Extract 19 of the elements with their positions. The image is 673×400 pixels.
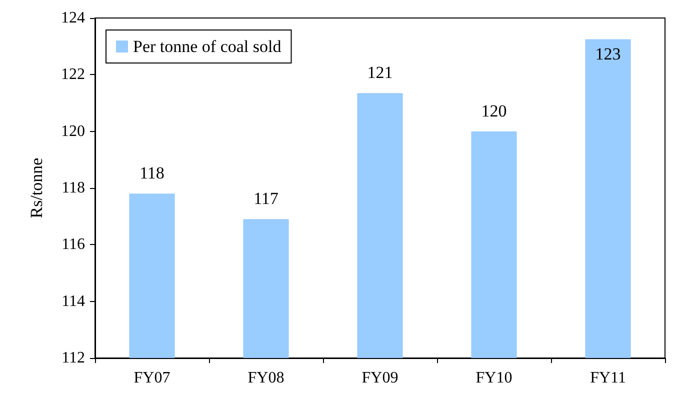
x-tick-label: FY07 [134, 370, 170, 386]
x-tick-label: FY08 [248, 370, 284, 386]
y-axis-title: Rs/tonne [27, 158, 46, 218]
x-tick-label: FY09 [362, 370, 398, 386]
data-label: 117 [254, 189, 279, 208]
data-label: 120 [481, 101, 507, 120]
y-tick-label: 114 [62, 292, 85, 310]
y-tick-label: 112 [62, 350, 85, 366]
data-label: 118 [140, 164, 164, 183]
x-tick-label: FY11 [590, 370, 626, 386]
y-tick-label: 116 [62, 236, 85, 254]
y-tick-label: 122 [61, 66, 85, 84]
y-tick-label: 124 [61, 10, 85, 26]
x-tick-label: FY10 [476, 370, 512, 386]
y-tick-label: 120 [61, 122, 85, 140]
legend-label: Per tonne of coal sold [133, 37, 282, 56]
y-tick-label: 118 [62, 180, 85, 196]
data-label: 121 [367, 63, 393, 82]
data-label: 123 [595, 44, 621, 64]
